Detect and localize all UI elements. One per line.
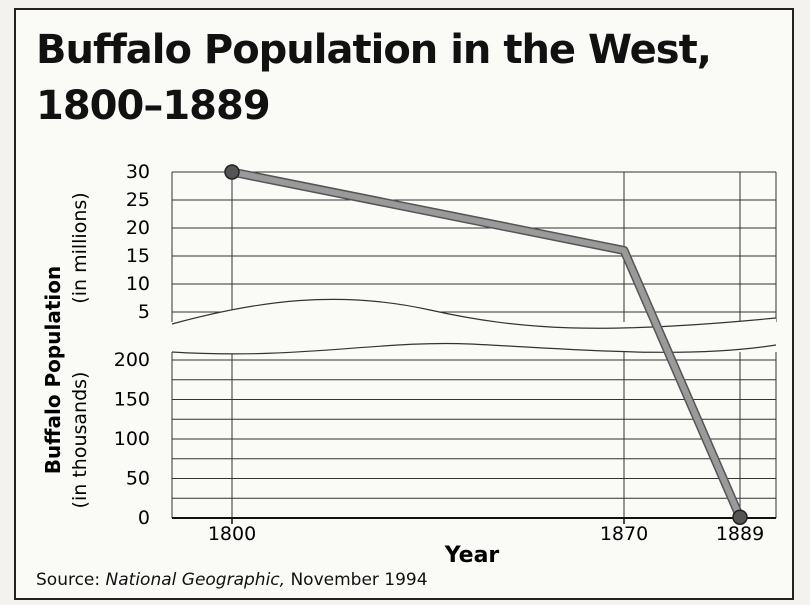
x-tick-label: 1870 <box>600 523 648 545</box>
axis-break-lower-edge <box>171 342 777 355</box>
source-prefix: Source: <box>36 570 106 590</box>
grid <box>171 171 777 524</box>
y-tick-label: 0 <box>138 507 150 529</box>
chart-frame <box>14 8 794 600</box>
y-tick-label: 25 <box>126 189 150 211</box>
y-axis-label: Buffalo Population <box>41 266 65 474</box>
y-axis-unit-upper: (in millions) <box>69 192 91 303</box>
axis-break-upper-edge <box>171 298 777 329</box>
axis-break-gap <box>172 299 776 355</box>
y-tick-label: 10 <box>126 273 150 295</box>
y-axis-unit-lower: (in thousands) <box>69 372 91 509</box>
y-tick-label: 15 <box>126 245 150 267</box>
x-tick-label: 1800 <box>208 523 256 545</box>
source-publication: National Geographic, <box>105 570 286 590</box>
data-point <box>732 509 748 525</box>
x-tick-label: 1889 <box>716 523 764 545</box>
y-tick-label: 20 <box>126 217 150 239</box>
y-tick-label: 5 <box>138 301 150 323</box>
title-line-2: 1800–1889 <box>36 83 271 129</box>
source-note: Source: National Geographic, November 19… <box>36 570 428 590</box>
axis-break <box>171 298 777 355</box>
chart-title: Buffalo Population in the West, 1800–188… <box>36 22 712 134</box>
source-date: November 1994 <box>285 570 428 590</box>
y-tick-label: 50 <box>126 468 150 490</box>
data-line <box>229 169 743 521</box>
y-tick-label: 100 <box>114 428 150 450</box>
y-tick-label: 200 <box>114 349 150 371</box>
data-point <box>224 164 240 180</box>
y-tick-label: 150 <box>114 389 150 411</box>
data-series <box>224 164 748 525</box>
x-axis-label: Year <box>444 543 500 568</box>
title-line-1: Buffalo Population in the West, <box>36 27 712 73</box>
tick-labels: 30 25 20 15 10 5 200 150 100 50 0 1800 1870 1889 <box>114 161 764 545</box>
y-tick-label: 30 <box>126 161 150 183</box>
